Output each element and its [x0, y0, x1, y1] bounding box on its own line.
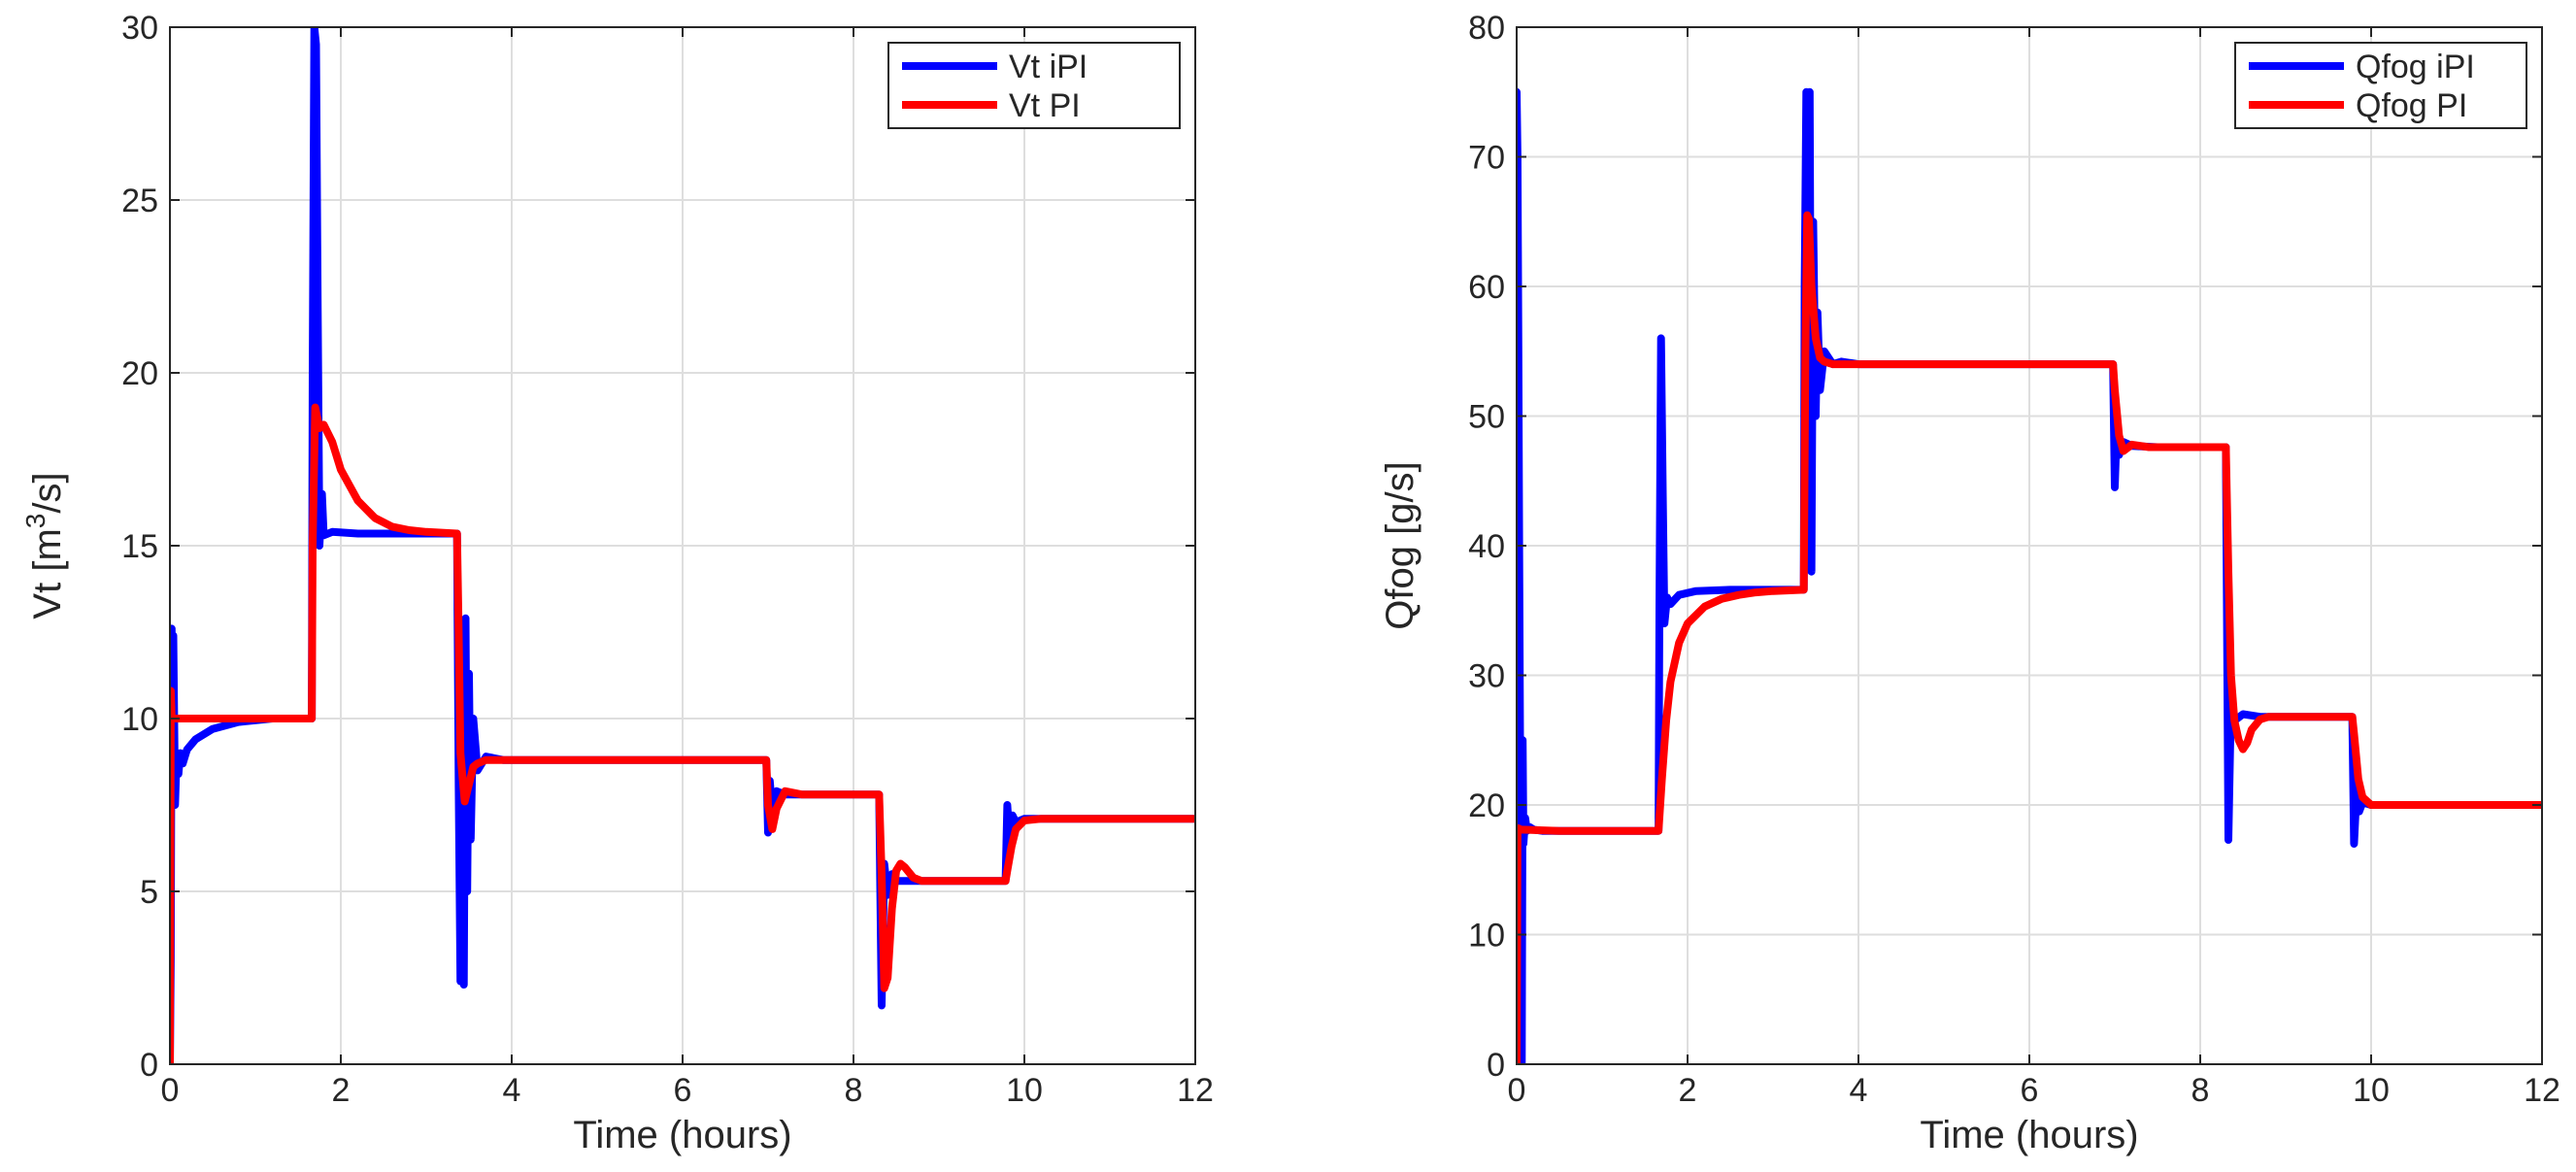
- legend-label: Vt PI: [1009, 87, 1081, 124]
- x-tick-label: 8: [2191, 1072, 2210, 1109]
- chart-vt: 0 2 4 6 8 10 12 0 5 10 15 20 25 30 Time (hours) Vt [m3/…: [20, 10, 1214, 1156]
- y-tick-label: 60: [1468, 269, 1505, 306]
- legend-box: [887, 42, 1181, 129]
- y-tick-label: 40: [1468, 528, 1505, 565]
- y-tick-label: 20: [1468, 787, 1505, 824]
- legend-box: [2234, 42, 2527, 129]
- series-line-qfog-pi: [1517, 211, 2542, 1064]
- series-lines: [170, 27, 1195, 1064]
- x-tick-label: 10: [1006, 1072, 1043, 1109]
- x-tick-label: 2: [332, 1072, 351, 1109]
- y-tick-label: 0: [140, 1047, 158, 1084]
- y-tick-label: 15: [121, 528, 158, 565]
- y-tick-label: 30: [1468, 658, 1505, 695]
- x-tick-label: 12: [1177, 1072, 1214, 1109]
- legend-label: Qfog PI: [2356, 87, 2467, 124]
- series-line-vt-pi: [170, 403, 1195, 1064]
- y-tick-label: 50: [1468, 399, 1505, 436]
- y-tick-label: 20: [121, 355, 158, 392]
- x-axis-label: Time (hours): [1920, 1114, 2138, 1156]
- x-tick-label: 0: [161, 1072, 180, 1109]
- y-axis-label-main: Vt [m: [26, 528, 69, 619]
- y-tick-label: 0: [1487, 1047, 1505, 1084]
- y-axis-label: Qfog [g/s]: [1379, 461, 1422, 629]
- y-tick-label: 10: [1468, 918, 1505, 954]
- y-axis-label-sup: 3: [20, 514, 50, 529]
- x-tick-label: 2: [1679, 1072, 1697, 1109]
- x-axis-label: Time (hours): [573, 1114, 791, 1156]
- x-tick-label: 12: [2524, 1072, 2560, 1109]
- y-tick-label: 80: [1468, 10, 1505, 47]
- x-tick-label: 6: [674, 1072, 692, 1109]
- y-tick-label: 30: [121, 10, 158, 47]
- y-axis-label-tail: /s]: [26, 472, 69, 513]
- x-tick-label: 4: [503, 1072, 521, 1109]
- series-lines: [1517, 87, 2542, 1064]
- legend-label: Vt iPI: [1009, 49, 1087, 85]
- legend-label: Qfog iPI: [2356, 49, 2475, 85]
- y-tick-label: 10: [121, 701, 158, 738]
- x-tick-label: 4: [1850, 1072, 1868, 1109]
- x-tick-label: 10: [2353, 1072, 2390, 1109]
- y-axis-label-main: Qfog [g/s]: [1379, 461, 1422, 629]
- chart-qfog: 0 2 4 6 8 10 12 0 10 20 30 40 50 60 70 80 Time (hours) Qf…: [1379, 10, 2560, 1156]
- x-tick-label: 0: [1508, 1072, 1526, 1109]
- y-tick-label: 25: [121, 183, 158, 219]
- y-tick-label: 5: [140, 874, 158, 911]
- y-tick-label: 70: [1468, 140, 1505, 177]
- x-tick-label: 8: [845, 1072, 863, 1109]
- x-tick-label: 6: [2021, 1072, 2039, 1109]
- y-axis-label: Vt [m3/s]: [20, 472, 69, 619]
